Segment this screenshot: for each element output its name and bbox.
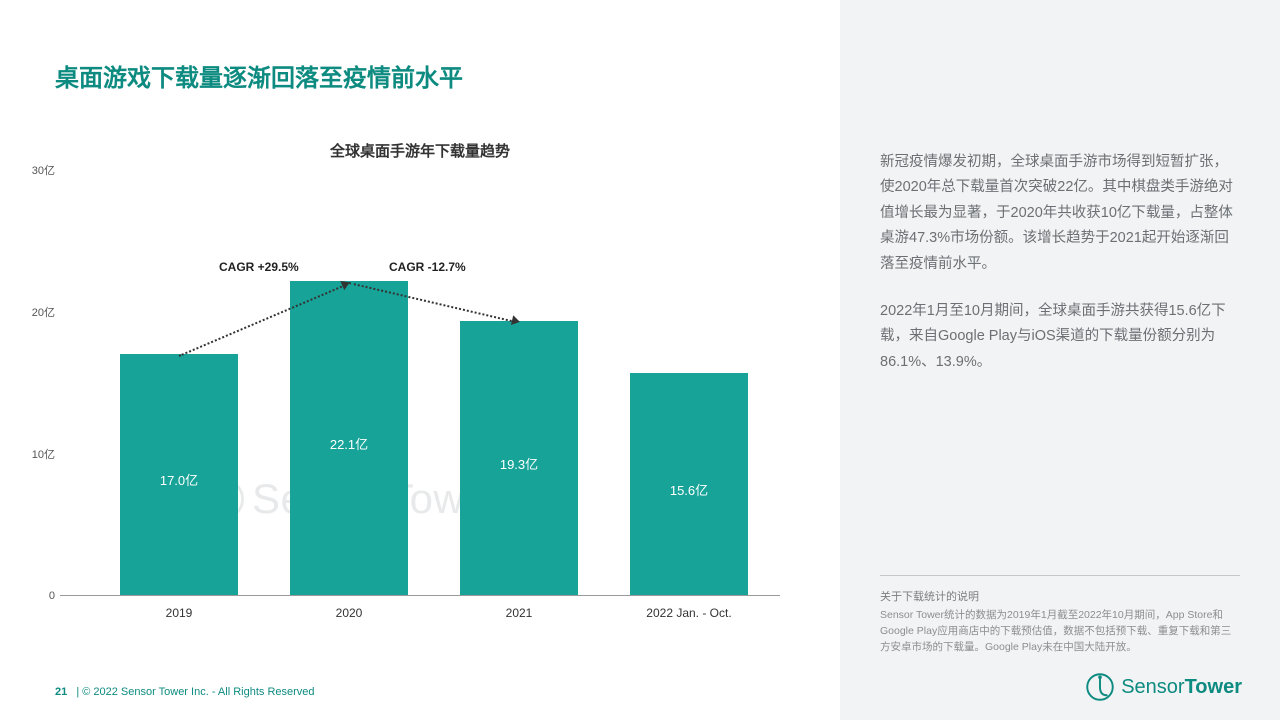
logo-text-1: Sensor — [1121, 676, 1184, 699]
bar: 22.1亿 — [290, 281, 408, 595]
x-tick-label: 2022 Jan. - Oct. — [630, 606, 748, 620]
x-tick-label: 2020 — [290, 606, 408, 620]
bar-value-label: 19.3亿 — [460, 454, 578, 473]
paragraph-2: 2022年1月至10月期间，全球桌面手游共获得15.6亿下载，来自Google … — [880, 299, 1240, 375]
logo-text-2: Tower — [1185, 676, 1242, 699]
bar: 19.3亿 — [460, 321, 578, 595]
right-panel: 新冠疫情爆发初期，全球桌面手游市场得到短暂扩张，使2020年总下载量首次突破22… — [840, 0, 1280, 720]
x-tick-label: 2021 — [460, 606, 578, 620]
chart-title: 全球桌面手游年下载量趋势 — [0, 140, 840, 161]
footnote-separator — [880, 575, 1240, 576]
bar: 15.6亿 — [630, 373, 748, 595]
sensortower-logo: SensorTower — [1085, 672, 1242, 702]
page-number: 21 — [55, 686, 67, 698]
footnote-body: Sensor Tower统计的数据为2019年1月截至2022年10月期间，Ap… — [880, 608, 1240, 655]
bar: 17.0亿 — [120, 354, 238, 595]
bar-value-label: 17.0亿 — [120, 470, 238, 489]
bar-value-label: 22.1亿 — [290, 434, 408, 453]
chart-area: SensorTower 010亿20亿30亿 17.0亿201922.1亿202… — [60, 170, 780, 620]
y-tick-label: 30亿 — [25, 162, 55, 178]
left-panel: 桌面游戏下载量逐渐回落至疫情前水平 全球桌面手游年下载量趋势 SensorTow… — [0, 0, 840, 720]
x-axis-line — [60, 595, 780, 596]
page-title: 桌面游戏下载量逐渐回落至疫情前水平 — [55, 58, 463, 93]
x-tick-label: 2019 — [120, 606, 238, 620]
cagr-label: CAGR -12.7% — [389, 260, 466, 274]
paragraph-1: 新冠疫情爆发初期，全球桌面手游市场得到短暂扩张，使2020年总下载量首次突破22… — [880, 150, 1240, 277]
copyright-text: © 2022 Sensor Tower Inc. - All Rights Re… — [82, 686, 314, 698]
y-tick-label: 0 — [25, 590, 55, 602]
logo-icon — [1085, 672, 1115, 702]
cagr-label: CAGR +29.5% — [219, 260, 299, 274]
y-tick-label: 10亿 — [25, 446, 55, 462]
footer: 21 | © 2022 Sensor Tower Inc. - All Righ… — [55, 686, 315, 698]
y-tick-label: 20亿 — [25, 304, 55, 320]
footnote-title: 关于下载统计的说明 — [880, 588, 1240, 604]
bar-value-label: 15.6亿 — [630, 480, 748, 499]
